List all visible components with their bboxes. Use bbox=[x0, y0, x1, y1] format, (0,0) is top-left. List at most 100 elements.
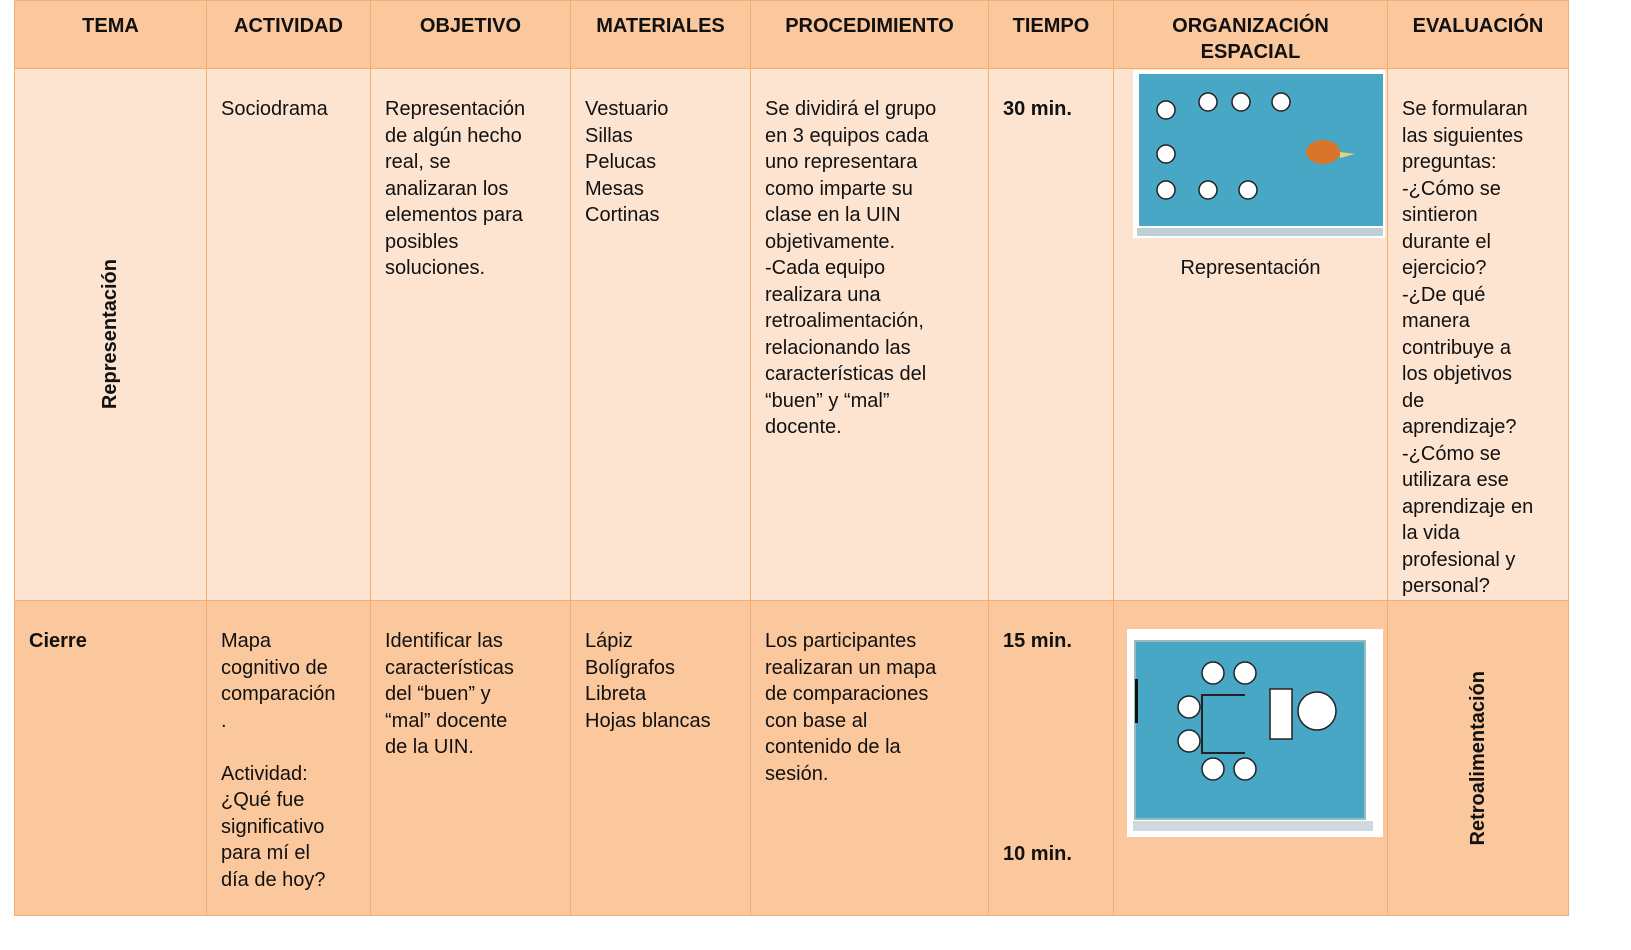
rotated-text: Retroalimentación bbox=[1388, 601, 1568, 915]
cell-text: Bolígrafos bbox=[585, 656, 676, 679]
cell-text: la vida bbox=[1402, 522, 1460, 544]
seating-diagram-representation bbox=[1133, 70, 1385, 238]
header-cell: ORGANIZACIÓN ESPACIAL bbox=[1113, 0, 1388, 69]
table-cell: Lápiz Bolígrafos Libreta Hojas blancas bbox=[570, 600, 751, 916]
text-block: Vestuario Sillas Pelucas Mesas Cortinas bbox=[585, 96, 750, 229]
cell-text: . bbox=[221, 709, 227, 732]
cell-text: realizaran un mapa bbox=[765, 656, 937, 679]
cell-text: como imparte su bbox=[765, 177, 913, 200]
table-cell: Se dividirá el grupo en 3 equipos cada uno… bbox=[750, 68, 989, 601]
cell-text: OBJETIVO bbox=[419, 15, 522, 37]
table-cell: Se formularan las siguientes preguntas: -¿C… bbox=[1387, 68, 1569, 601]
text-block: 30 min. bbox=[1003, 96, 1113, 123]
cell-text: Se dividirá el grupo bbox=[765, 98, 937, 120]
cell-text: ORGANIZACIÓN bbox=[1172, 15, 1329, 37]
table-cell: Identificar las características del “buen”… bbox=[370, 600, 571, 916]
cell-text: Identificar las bbox=[385, 630, 503, 652]
header-cell: ACTIVIDAD bbox=[206, 0, 371, 69]
cell-text: sintieron bbox=[1402, 204, 1478, 226]
cell-text: TEMA bbox=[82, 15, 139, 37]
cell-text: uno representara bbox=[765, 151, 918, 173]
cell-text: elementos para bbox=[385, 204, 523, 226]
cell-text: aprendizaje en bbox=[1402, 495, 1534, 518]
cell-text: Actividad: bbox=[221, 762, 308, 785]
cell-text: día de hoy? bbox=[221, 868, 326, 891]
cell-text: ejercicio? bbox=[1402, 257, 1487, 279]
cell-text: ¿Qué fue bbox=[221, 789, 305, 811]
table-cell: Cierre bbox=[14, 600, 207, 916]
cell-text: -¿Cómo se bbox=[1402, 442, 1501, 465]
table-cell: Los participantes realizaran un mapa de co… bbox=[750, 600, 989, 916]
cell-text: Los participantes bbox=[765, 630, 917, 652]
text-block: Mapa cognitivo de comparación. bbox=[221, 628, 370, 734]
cell-text: -Cada equipo bbox=[765, 257, 886, 279]
cell-text: Mesas bbox=[585, 177, 644, 200]
table-cell: Retroalimentación bbox=[1387, 600, 1569, 916]
text-block: Se formularan las siguientes preguntas: -¿C… bbox=[1402, 96, 1568, 600]
cell-text: de comparaciones bbox=[765, 683, 929, 705]
table-cell: Representación bbox=[14, 68, 207, 601]
table-cell: Vestuario Sillas Pelucas Mesas Cortinas bbox=[570, 68, 751, 601]
cell-text: retroalimentación, bbox=[765, 310, 924, 332]
cell-text: utilizara ese bbox=[1402, 469, 1509, 491]
cell-text: real, se bbox=[385, 151, 451, 173]
cell-text: 30 min. bbox=[1003, 98, 1072, 120]
cell-text: realizara una bbox=[765, 283, 881, 306]
cell-text: ESPACIAL bbox=[1200, 41, 1301, 63]
text-block: Representación de algún hecho real, se anal… bbox=[385, 96, 570, 282]
cell-text: preguntas: bbox=[1402, 151, 1497, 173]
cell-text: “buen” y “mal” bbox=[765, 389, 890, 412]
header-cell: EVALUACIÓN bbox=[1387, 0, 1569, 69]
table-cell: Representación de algún hecho real, se anal… bbox=[370, 68, 571, 601]
cell-text: las siguientes bbox=[1402, 124, 1524, 147]
cell-text: Mapa bbox=[221, 630, 272, 652]
text-block: Identificar las características del “buen”… bbox=[385, 628, 570, 761]
cell-text: docente. bbox=[765, 416, 842, 438]
cell-text: Representación bbox=[1180, 257, 1321, 279]
cell-text: relacionando las bbox=[765, 336, 911, 359]
cell-text: -¿De qué bbox=[1402, 283, 1486, 306]
cell-text: contribuye a bbox=[1402, 336, 1511, 359]
cell-text: Vestuario bbox=[585, 98, 669, 120]
seating-diagram-closing bbox=[1127, 629, 1383, 837]
cell-text: Representación bbox=[99, 259, 122, 410]
cell-text: contenido de la bbox=[765, 736, 901, 758]
header-cell: TEMA bbox=[14, 0, 207, 69]
cell-text: comparación bbox=[221, 683, 336, 705]
text-block: Sociodrama bbox=[221, 96, 370, 123]
table-cell: Sociodrama bbox=[206, 68, 371, 601]
cell-text: Sillas bbox=[585, 124, 633, 147]
cell-text: profesional y bbox=[1402, 548, 1516, 571]
header-cell: MATERIALES bbox=[570, 0, 751, 69]
cell-text: MATERIALES bbox=[596, 15, 725, 37]
cell-text: Retroalimentación bbox=[1466, 670, 1489, 846]
cell-text: en 3 equipos cada bbox=[765, 124, 929, 147]
cell-text: posibles bbox=[385, 230, 459, 253]
text-block: 15 min. bbox=[1003, 628, 1113, 655]
cell-text: 15 min. bbox=[1003, 630, 1072, 652]
cell-text: del “buen” y bbox=[385, 683, 491, 705]
cell-text: -¿Cómo se bbox=[1402, 177, 1501, 200]
cell-text: objetivamente. bbox=[765, 230, 896, 253]
cell-text: significativo bbox=[221, 815, 325, 838]
header-cell: TIEMPO bbox=[988, 0, 1114, 69]
cell-text: Hojas blancas bbox=[585, 709, 711, 732]
text-block: Cierre bbox=[29, 628, 206, 655]
text-block: Los participantes realizaran un mapa de co… bbox=[765, 628, 988, 787]
cell-text: para mí el bbox=[221, 842, 310, 864]
cell-text: Se formularan bbox=[1402, 98, 1528, 120]
table-cell: 15 min. 10 min. bbox=[988, 600, 1114, 916]
time-block: 10 min. bbox=[1003, 841, 1072, 868]
cell-text: ACTIVIDAD bbox=[234, 15, 343, 37]
table-cell: Mapa cognitivo de comparación. Actividad: ¿Q… bbox=[206, 600, 371, 916]
cell-text: Cierre bbox=[29, 630, 87, 652]
cell-text: Libreta bbox=[585, 683, 647, 705]
cell-text: Lápiz bbox=[585, 630, 633, 652]
cell-text: características bbox=[385, 656, 514, 679]
table-cell: 30 min. bbox=[988, 68, 1114, 601]
cell-text: Cortinas bbox=[585, 204, 660, 226]
cell-text: personal? bbox=[1402, 575, 1490, 597]
cell-text: durante el bbox=[1402, 230, 1491, 253]
cell-text: Pelucas bbox=[585, 151, 657, 173]
